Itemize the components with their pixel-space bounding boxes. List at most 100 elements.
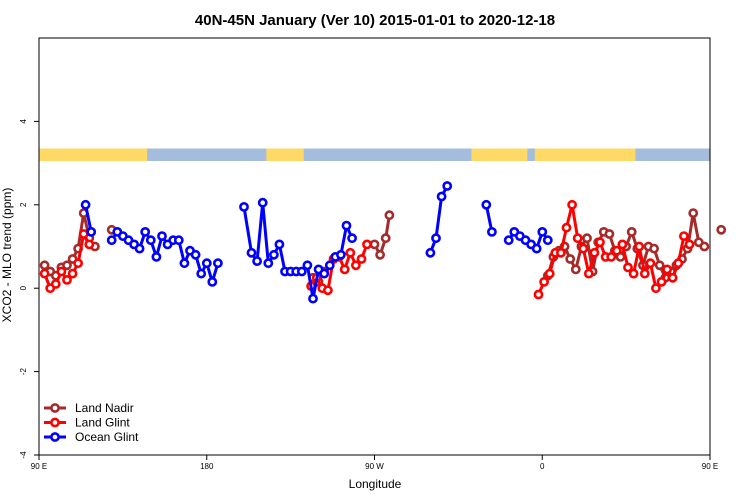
data-point-land-nadir [699, 241, 710, 252]
data-point-ocean-glint [268, 249, 279, 260]
y-axis-label: XCO2 - MLO trend (ppm) [0, 188, 14, 323]
data-point-land-nadir [375, 249, 385, 260]
data-point-ocean-glint [207, 276, 218, 287]
data-point-ocean-glint [537, 226, 548, 237]
data-point-land-glint [533, 289, 544, 300]
series-line-ocean-glint [242, 201, 354, 301]
data-point-ocean-glint [335, 249, 346, 260]
data-point-land-nadir [570, 264, 581, 275]
data-point-ocean-glint [319, 268, 330, 279]
data-point-ocean-glint [263, 258, 274, 269]
series-layer [39, 181, 727, 304]
data-point-land-glint [628, 268, 639, 279]
land-segment [471, 148, 528, 162]
x-tick-label: 90 W [365, 462, 384, 471]
data-point-ocean-glint [308, 293, 318, 304]
legend-swatch-marker [50, 417, 60, 428]
land-segment [39, 148, 148, 162]
data-point-land-glint [39, 268, 50, 279]
data-point-land-nadir [716, 224, 727, 235]
data-point-ocean-glint [542, 235, 553, 246]
data-point-land-glint [578, 243, 589, 254]
x-axis-label: Longitude [349, 477, 402, 491]
data-point-land-nadir [565, 254, 576, 264]
data-point-land-glint [583, 268, 594, 279]
y-tick-label: -2 [19, 367, 28, 375]
data-point-land-glint [656, 276, 667, 287]
data-point-land-glint [673, 258, 684, 269]
data-point-land-nadir [626, 226, 637, 237]
data-point-land-glint [684, 239, 695, 250]
data-point-ocean-glint [257, 197, 268, 208]
data-point-ocean-glint [347, 233, 357, 244]
data-point-land-glint [62, 274, 72, 285]
legend-swatch-marker [50, 432, 60, 442]
data-point-land-glint [339, 264, 350, 275]
x-tick-label: 90 E [31, 462, 47, 471]
data-point-ocean-glint [134, 243, 145, 254]
legend-item-ocean-glint: Ocean Glint [44, 430, 139, 444]
series-line-ocean-glint [428, 185, 449, 254]
data-point-land-glint [572, 233, 583, 244]
data-point-ocean-glint [252, 256, 262, 266]
y-tick-label: 0 [19, 285, 28, 290]
data-point-land-glint [662, 264, 672, 275]
plot-area [38, 37, 727, 456]
series-ocean-glint [80, 181, 553, 304]
land-mask-land-band [39, 148, 636, 162]
legend-item-land-nadir: Land Nadir [44, 401, 134, 415]
data-point-ocean-glint [481, 199, 492, 210]
data-point-land-glint [56, 266, 67, 277]
data-point-ocean-glint [302, 260, 313, 271]
data-point-ocean-glint [503, 235, 514, 246]
data-point-ocean-glint [531, 243, 542, 254]
data-point-land-glint [651, 283, 661, 294]
legend-label: Ocean Glint [75, 430, 139, 444]
data-point-ocean-glint [196, 268, 207, 279]
data-point-ocean-glint [486, 226, 497, 237]
data-point-land-nadir [649, 243, 659, 254]
data-point-land-glint [50, 279, 61, 289]
data-point-ocean-glint [431, 233, 441, 244]
data-point-ocean-glint [436, 191, 447, 202]
x-tick-label: 0 [540, 462, 545, 471]
data-point-ocean-glint [86, 226, 97, 237]
data-point-land-glint [634, 241, 645, 252]
data-point-land-nadir [654, 260, 665, 271]
data-point-land-nadir [604, 229, 615, 239]
data-point-ocean-glint [324, 260, 335, 271]
data-point-ocean-glint [341, 220, 352, 231]
land-segment [266, 148, 304, 162]
data-point-land-glint [67, 268, 78, 279]
data-point-land-nadir [582, 233, 592, 244]
y-tick-label: 2 [19, 202, 28, 207]
data-point-land-glint [567, 199, 577, 210]
data-point-land-glint [589, 247, 600, 258]
legend-label: Land Glint [75, 416, 130, 430]
x-tick-label: 180 [200, 462, 214, 471]
data-point-land-nadir [62, 260, 72, 271]
data-point-land-glint [350, 260, 361, 271]
data-point-land-glint [544, 268, 555, 279]
data-point-land-glint [539, 276, 549, 287]
data-point-ocean-glint [201, 258, 212, 269]
y-axis: -4 -2 0 2 4 [19, 119, 39, 459]
data-point-land-glint [84, 239, 95, 250]
data-point-land-nadir [688, 208, 699, 218]
data-point-land-glint [639, 268, 650, 279]
y-tick-label: 4 [19, 119, 28, 124]
data-point-ocean-glint [442, 181, 453, 191]
data-point-land-glint [362, 239, 372, 250]
data-point-ocean-glint [296, 266, 307, 277]
data-point-land-glint [667, 272, 678, 283]
data-point-ocean-glint [157, 231, 167, 241]
data-point-land-glint [561, 222, 572, 233]
data-point-ocean-glint [190, 249, 201, 260]
data-point-ocean-glint [425, 247, 436, 258]
data-point-land-glint [679, 231, 689, 241]
x-tick-label: 90 E [702, 462, 718, 471]
chart-title: 40N-45N January (Ver 10) 2015-01-01 to 2… [195, 12, 555, 29]
data-point-land-glint [345, 247, 356, 258]
